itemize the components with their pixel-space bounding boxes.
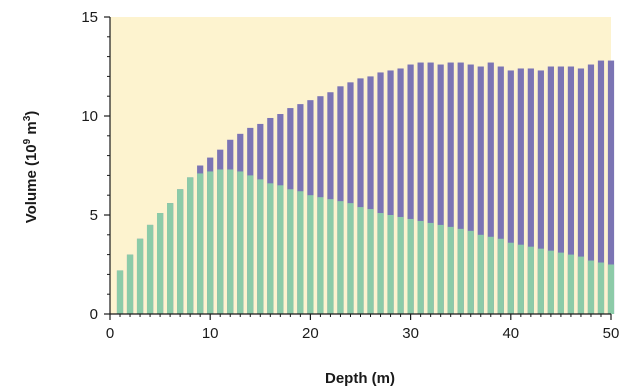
total-bar <box>537 70 544 315</box>
lower-bar <box>156 213 164 314</box>
total-bar <box>417 62 424 314</box>
lower-bar <box>287 189 294 314</box>
lower-bar <box>407 218 414 314</box>
ticks: 0 5 10 15 0 10 20 30 40 50 <box>81 9 619 342</box>
lower-bar <box>337 201 344 314</box>
lower-bar <box>217 169 224 314</box>
x-tick-label: 30 <box>402 325 419 342</box>
lower-bar <box>557 252 565 314</box>
lower-bar <box>357 207 364 314</box>
total-bar <box>347 82 354 314</box>
total-bar <box>377 72 384 314</box>
total-bar <box>447 62 454 314</box>
total-bar <box>497 66 504 314</box>
lower-bar <box>517 244 524 314</box>
total-bar <box>607 60 615 315</box>
total-bar <box>557 66 565 314</box>
y-tick-label: 0 <box>90 306 98 323</box>
y-axis-title: Volume (109 m3) <box>22 111 40 224</box>
total-bar <box>597 60 605 315</box>
total-bar <box>477 66 484 314</box>
lower-bar <box>447 226 454 314</box>
lower-bar <box>567 254 575 314</box>
x-tick-label: 50 <box>603 325 620 342</box>
total-bar <box>397 68 404 314</box>
total-bar <box>357 78 364 314</box>
lower-bar <box>597 262 605 314</box>
lower-bar <box>187 177 194 314</box>
lower-bar <box>177 189 184 314</box>
total-bar <box>567 66 575 314</box>
lower-bar <box>377 213 384 314</box>
y-tick-label: 15 <box>81 9 98 26</box>
lower-bar <box>427 222 434 314</box>
lower-bar <box>367 209 374 314</box>
total-bar <box>577 68 585 314</box>
lower-bar <box>297 191 304 314</box>
x-axis-title: Depth (m) <box>325 370 395 387</box>
y-tick-label: 5 <box>90 207 98 224</box>
x-tick-label: 10 <box>202 325 219 342</box>
x-tick-label: 0 <box>106 325 114 342</box>
y-axis-title-main: Volume (10 <box>23 144 40 223</box>
total-bar <box>437 64 444 315</box>
total-bar <box>527 68 534 314</box>
lower-bar <box>227 169 234 314</box>
lower-bar <box>257 179 264 314</box>
lower-bar <box>497 238 504 314</box>
lower-bar <box>527 246 534 314</box>
lower-bar <box>537 248 544 314</box>
lower-bar <box>197 173 204 314</box>
y-axis-title-exponent: 9 <box>22 138 33 144</box>
x-tick-label: 20 <box>302 325 319 342</box>
y-tick-label: 10 <box>81 108 98 125</box>
lower-bar <box>607 264 615 314</box>
lower-bar <box>467 230 474 314</box>
lower-bar <box>126 254 134 314</box>
total-bar <box>367 76 374 315</box>
lower-bar <box>167 203 174 314</box>
y-axis-title-unit: m <box>23 121 40 139</box>
lower-bar <box>437 224 444 314</box>
total-bar <box>547 66 554 314</box>
lower-bar <box>587 260 595 314</box>
total-bar <box>507 70 514 315</box>
lower-bar <box>116 270 124 314</box>
lower-bar <box>387 215 394 314</box>
lower-bar <box>267 183 274 314</box>
total-bar <box>587 64 595 315</box>
total-bar <box>487 62 494 314</box>
lower-bar <box>317 197 324 314</box>
lower-bar <box>547 250 554 314</box>
lower-bar <box>327 199 334 314</box>
lower-bar <box>237 171 244 314</box>
total-bar <box>427 62 434 314</box>
total-bar <box>457 62 464 314</box>
lower-bar <box>136 238 144 314</box>
total-bar <box>517 68 524 314</box>
lower-bar <box>307 195 314 314</box>
lower-bar <box>146 224 154 314</box>
lower-bar <box>247 175 254 314</box>
x-tick-label: 40 <box>502 325 519 342</box>
lower-volume-series <box>116 169 615 314</box>
total-bar <box>387 70 394 315</box>
lower-bar <box>477 234 484 314</box>
total-bar <box>467 64 474 315</box>
lower-bar <box>457 228 464 314</box>
y-axis-title-unit-exponent: 3 <box>22 115 33 121</box>
lower-bar <box>417 220 424 314</box>
lower-bar <box>487 236 494 314</box>
total-bar <box>337 86 344 314</box>
lower-bar <box>577 256 585 314</box>
total-bar <box>407 64 414 315</box>
lower-bar <box>347 203 354 314</box>
lower-bar <box>277 185 284 314</box>
lower-bar <box>207 171 214 314</box>
lower-bar <box>507 242 514 314</box>
y-axis-title-end: ) <box>23 111 40 116</box>
lower-bar <box>397 216 404 314</box>
